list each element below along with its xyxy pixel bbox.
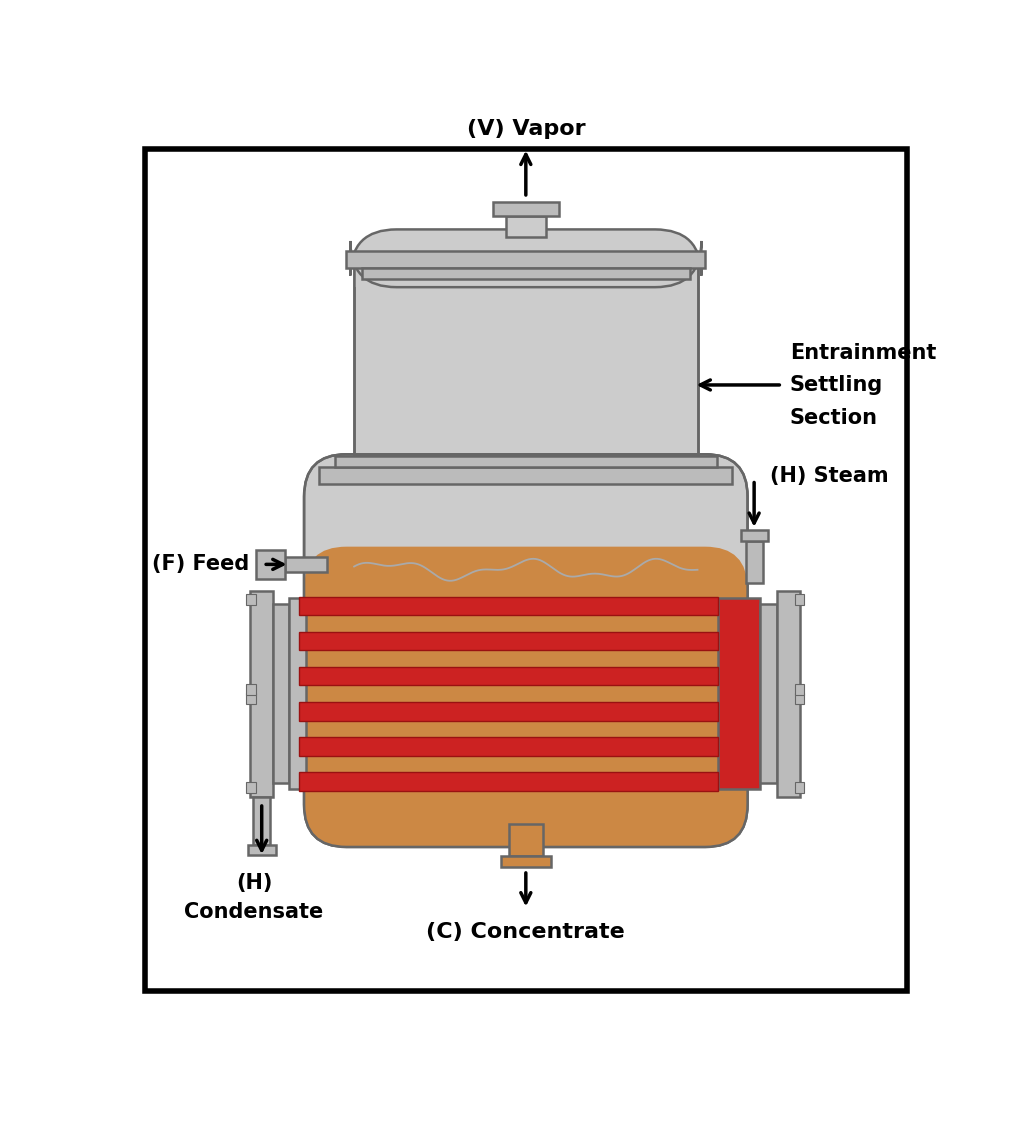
Bar (246, 594, 255, 605)
Text: Entrainment: Entrainment (790, 343, 937, 364)
Bar (350, 570, 702, 793)
Text: Section: Section (790, 408, 878, 428)
Bar (354, 264, 698, 456)
Bar (246, 684, 255, 694)
Bar (299, 737, 717, 755)
Bar (253, 797, 270, 844)
Text: Condensate: Condensate (185, 902, 323, 921)
Bar (794, 782, 803, 793)
Bar (319, 466, 733, 483)
Bar (741, 530, 767, 541)
Bar (299, 667, 717, 685)
Bar (509, 824, 543, 856)
Bar (717, 598, 760, 789)
Bar (250, 590, 273, 797)
Bar (362, 268, 689, 279)
Text: (H) Steam: (H) Steam (770, 466, 889, 485)
Text: Settling: Settling (790, 375, 883, 395)
Text: (C) Concentrate: (C) Concentrate (427, 922, 625, 943)
Bar (794, 594, 803, 605)
Bar (501, 856, 551, 867)
Bar (494, 202, 558, 216)
FancyBboxPatch shape (304, 454, 748, 847)
Bar (273, 604, 288, 784)
Bar (299, 702, 717, 720)
Bar (746, 541, 762, 583)
Bar (794, 693, 803, 703)
Bar (246, 693, 255, 703)
FancyBboxPatch shape (304, 546, 748, 847)
FancyBboxPatch shape (350, 229, 702, 287)
Bar (354, 264, 698, 456)
Bar (355, 248, 697, 287)
Bar (334, 456, 717, 466)
Text: (H): (H) (236, 873, 272, 893)
Bar (299, 772, 717, 790)
Bar (246, 782, 255, 793)
Bar (299, 632, 717, 650)
Bar (760, 604, 777, 784)
Bar (794, 684, 803, 694)
Bar (248, 844, 276, 856)
Text: (V) Vapor: (V) Vapor (467, 119, 585, 139)
Text: (F) Feed: (F) Feed (152, 554, 249, 575)
Bar (285, 557, 327, 572)
Bar (777, 590, 800, 797)
Bar (347, 251, 705, 268)
Bar (506, 216, 546, 237)
Bar (255, 550, 285, 579)
Bar (299, 597, 717, 615)
Bar (288, 598, 306, 789)
